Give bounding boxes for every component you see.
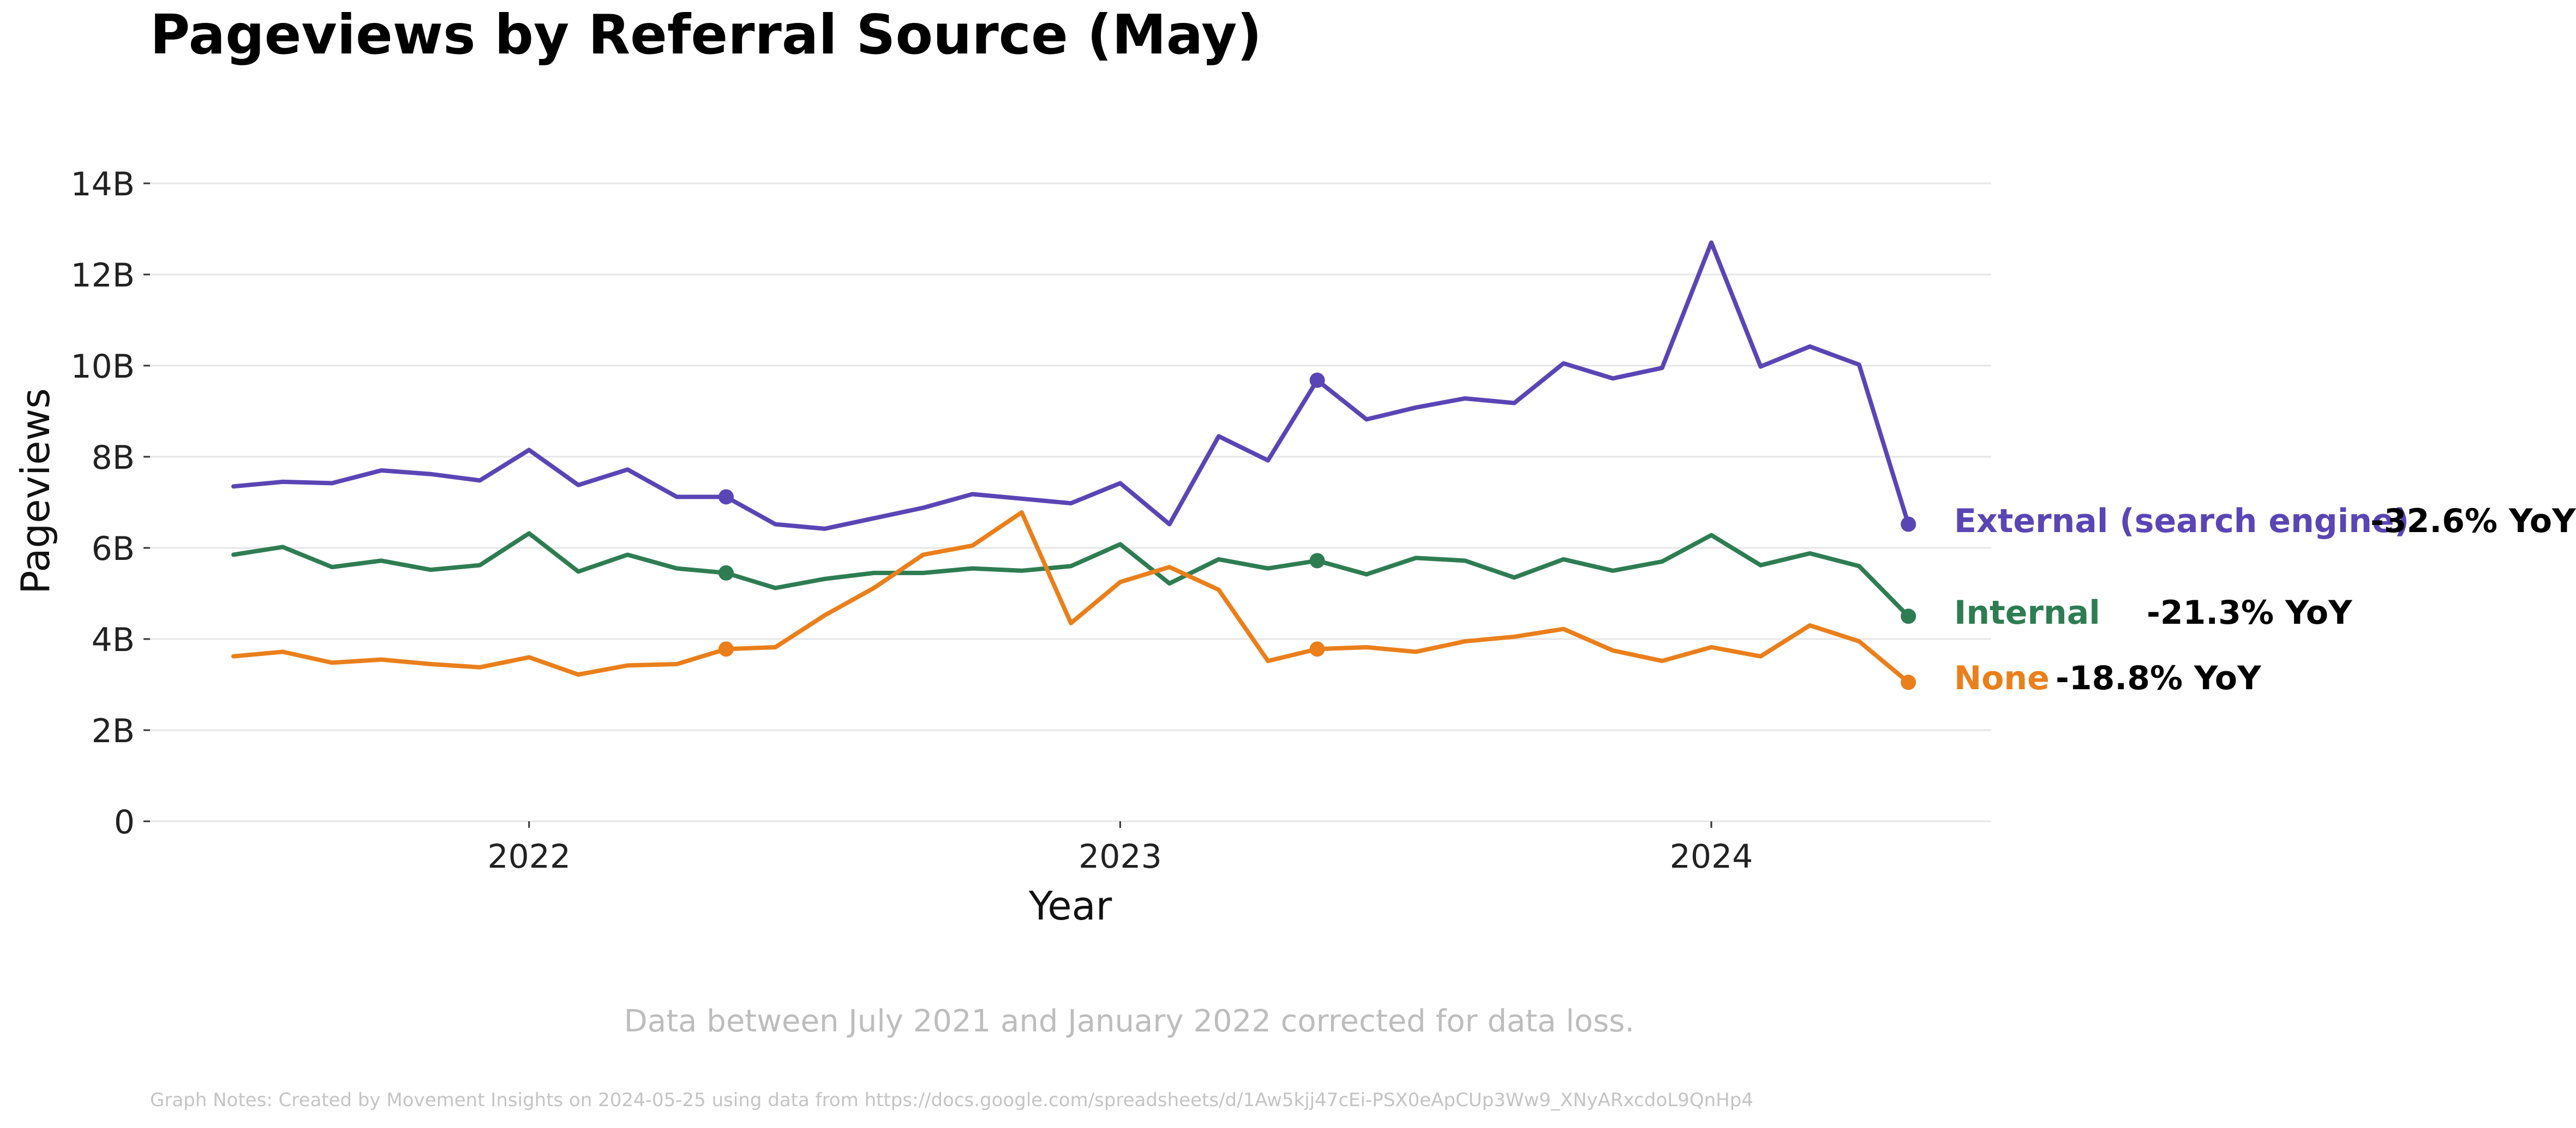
y-tick-label-2: 4B xyxy=(92,621,135,659)
series-line-2 xyxy=(231,510,1911,685)
series-yoy-0: -32.6% YoY xyxy=(2370,502,2576,540)
series-2-point-0 xyxy=(718,641,734,657)
series-yoy-1: -21.3% YoY xyxy=(2147,594,2353,632)
y-tick-label-4: 8B xyxy=(92,439,135,477)
y-axis: 0 2B 4B 6B 8B 10B 12B 14B xyxy=(70,165,150,841)
series-2-point-1 xyxy=(1309,641,1325,657)
graph-footnote: Graph Notes: Created by Movement Insight… xyxy=(150,1089,1753,1111)
series-0-point-0 xyxy=(718,489,734,505)
x-tick-label-2: 2024 xyxy=(1670,838,1753,876)
series-label-1: Internal xyxy=(1954,594,2100,632)
series-line-1 xyxy=(231,531,1911,619)
x-tick-label-0: 2022 xyxy=(487,838,571,876)
series-label-0: External (search engine) xyxy=(1954,502,2409,540)
correction-note: Data between July 2021 and January 2022 … xyxy=(624,1004,1634,1039)
y-tick-label-0: 0 xyxy=(114,803,135,841)
y-axis-label: Pageviews xyxy=(13,388,58,594)
series-1-point-0 xyxy=(718,565,734,581)
series-labels: External (search engine)-32.6% YoY Intern… xyxy=(1954,502,2576,697)
series-0-point-2 xyxy=(1901,516,1916,532)
series-1-point-2 xyxy=(1901,608,1916,624)
chart-title: Pageviews by Referral Source (May) xyxy=(150,3,1262,67)
series-label-2: None xyxy=(1954,659,2050,697)
series-points xyxy=(718,372,1916,690)
x-tick-label-1: 2023 xyxy=(1079,838,1162,876)
series-yoy-2: -18.8% YoY xyxy=(2056,659,2262,697)
y-tick-label-3: 6B xyxy=(92,530,135,568)
y-tick-label-6: 12B xyxy=(70,256,135,295)
y-tick-label-1: 2B xyxy=(92,712,135,750)
series-0-point-1 xyxy=(1309,372,1325,388)
series-2-point-2 xyxy=(1901,675,1916,690)
series-lines xyxy=(231,240,1911,685)
x-axis: 2022 2023 2024 xyxy=(487,821,1753,876)
series-line-0 xyxy=(231,240,1911,531)
y-tick-label-7: 14B xyxy=(70,165,135,204)
y-tick-label-5: 10B xyxy=(70,348,135,386)
series-1-point-1 xyxy=(1309,553,1325,569)
gridlines xyxy=(150,182,1991,822)
x-axis-label: Year xyxy=(1028,883,1112,929)
